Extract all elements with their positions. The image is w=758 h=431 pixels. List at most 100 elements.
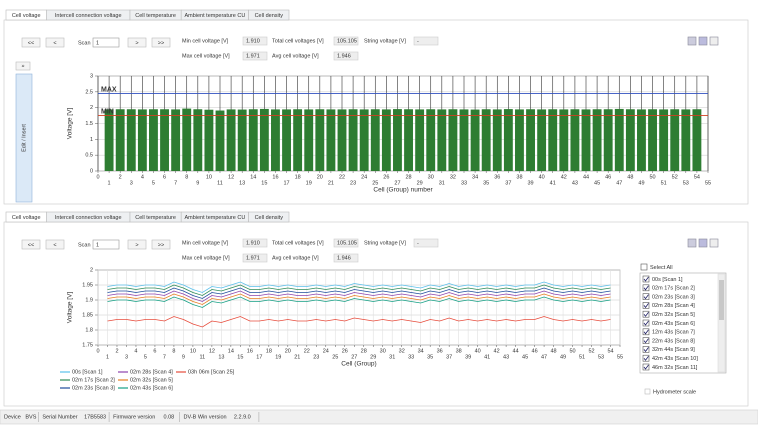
toolbar-icon[interactable] (698, 238, 708, 248)
nav-button[interactable] (151, 239, 171, 250)
bar (559, 109, 569, 171)
x-tick-label: 37 (505, 180, 511, 186)
toolbar-icon[interactable] (709, 238, 719, 248)
tab[interactable] (248, 211, 290, 223)
x-tick-label: 19 (306, 180, 312, 186)
stat-box (242, 36, 268, 46)
x-tick-label: 28 (405, 174, 411, 180)
x-tick-label: 10 (190, 348, 196, 354)
x-tick-label: 18 (266, 348, 272, 354)
stat-value: 105.105 (337, 38, 357, 44)
bar (137, 109, 147, 171)
side-button[interactable] (15, 73, 33, 203)
x-tick-label: 24 (323, 348, 329, 354)
x-tick-label: 11 (200, 354, 206, 360)
x-tick-label: 34 (418, 348, 424, 354)
scan-checkbox[interactable] (642, 328, 650, 336)
nav-button[interactable] (45, 37, 65, 48)
toolbar-icon[interactable] (709, 36, 719, 46)
nav-button-label: >> (158, 242, 164, 248)
x-tick-label: 9 (182, 354, 185, 360)
scan-checkbox[interactable] (642, 275, 650, 283)
bar (614, 108, 624, 171)
scrollbar-thumb (719, 280, 724, 320)
x-tick-label: 16 (247, 348, 253, 354)
check-mark (643, 311, 649, 317)
toolbar-icon[interactable] (687, 238, 697, 248)
scan-item-label: 32m 44s [Scan 9] (652, 347, 695, 353)
bar (681, 109, 691, 171)
nav-button[interactable] (21, 37, 41, 48)
x-tick-label: 40 (539, 174, 545, 180)
nav-button[interactable] (127, 37, 147, 48)
scan-checkbox[interactable] (642, 319, 650, 327)
scan-item-label: 46m 32s [Scan 11] (652, 365, 698, 371)
y-axis-label: Voltage [V] (67, 292, 74, 324)
scan-checkbox[interactable] (642, 337, 650, 344)
tab-label: Cell density (255, 13, 284, 19)
scan-checkbox[interactable] (642, 346, 650, 353)
x-tick-label: 27 (394, 180, 400, 186)
tab[interactable] (248, 9, 290, 21)
nav-button-label: < (53, 40, 56, 46)
y-tick-label: 1.8 (85, 327, 93, 333)
bar (581, 109, 591, 171)
nav-button-label: > (135, 40, 138, 46)
check-mark (643, 285, 649, 291)
nav-button[interactable] (21, 239, 41, 250)
x-tick-label: 44 (513, 348, 519, 354)
x-tick-label: 42 (561, 174, 567, 180)
series-line (107, 284, 611, 296)
select-all-checkbox[interactable] (640, 263, 648, 271)
check-mark (643, 276, 649, 282)
scan-value: 1 (96, 242, 99, 248)
x-tick-label: 8 (185, 174, 188, 180)
bar (625, 109, 635, 171)
side-toggle[interactable] (15, 61, 31, 71)
nav-button[interactable] (151, 37, 171, 48)
x-tick-label: 40 (475, 348, 481, 354)
bar (637, 109, 646, 171)
scan-checkbox[interactable] (642, 354, 650, 362)
scan-checkbox[interactable] (642, 293, 650, 300)
scan-input[interactable] (92, 37, 120, 48)
toolbar-icon[interactable] (687, 36, 697, 46)
status-value: 2.2.9.0 (234, 414, 251, 420)
x-tick-label: 1 (106, 354, 109, 360)
x-tick-label: 2 (115, 348, 118, 354)
side-button-label: Edit / Insert (21, 124, 27, 152)
x-tick-label: 26 (383, 174, 389, 180)
scan-checkbox[interactable] (642, 284, 650, 292)
nav-button-label: << (28, 242, 34, 248)
scan-item-label: 02m 32s [Scan 5] (652, 312, 695, 318)
scan-checkbox[interactable] (642, 310, 650, 318)
bar (537, 109, 547, 171)
x-tick-label: 14 (250, 174, 256, 180)
scan-checkbox[interactable] (642, 363, 650, 371)
x-tick-label: 54 (694, 174, 700, 180)
x-tick-label: 24 (361, 174, 367, 180)
x-tick-label: 44 (583, 174, 589, 180)
x-tick-label: 20 (285, 348, 291, 354)
nav-button[interactable] (45, 239, 65, 250)
legend-label: 02m 17s [Scan 2] (72, 377, 115, 383)
x-tick-label: 8 (172, 348, 175, 354)
x-tick-label: 42 (494, 348, 500, 354)
scan-item-label: 02m 17s [Scan 2] (652, 286, 695, 292)
check-mark (643, 355, 649, 361)
bar (492, 109, 502, 171)
series-line (107, 293, 611, 305)
tab-label: Cell density (255, 215, 284, 221)
stat-value: 1.910 (246, 38, 260, 44)
tab-label: Ambient temperature CU (184, 215, 245, 221)
hydrometer-checkbox[interactable] (644, 388, 651, 395)
scan-input[interactable] (92, 239, 120, 250)
x-tick-label: 4 (141, 174, 144, 180)
nav-button[interactable] (127, 239, 147, 250)
bar (415, 109, 425, 171)
stat-label: String voltage [V] (364, 240, 406, 246)
bar (115, 109, 125, 171)
bar (304, 109, 314, 171)
toolbar-icon[interactable] (698, 36, 708, 46)
scan-checkbox[interactable] (642, 302, 650, 309)
